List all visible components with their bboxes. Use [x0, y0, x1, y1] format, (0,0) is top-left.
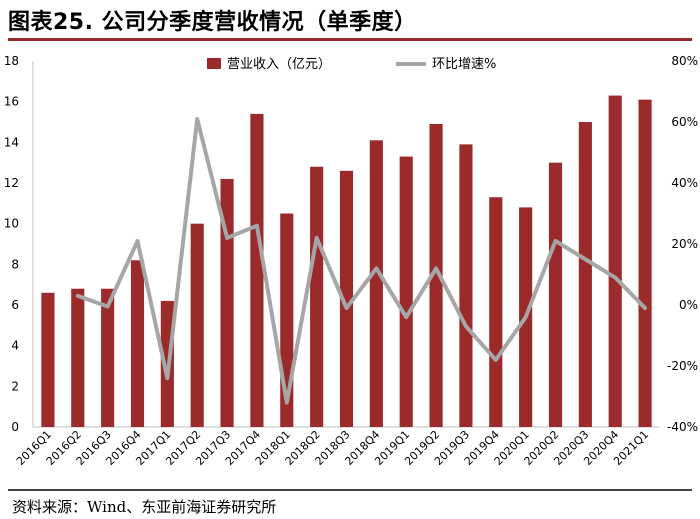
revenue-bar [41, 292, 55, 427]
revenue-bar [578, 122, 592, 427]
revenue-bar [608, 95, 622, 428]
revenue-bar [220, 178, 234, 427]
revenue-bar [71, 288, 85, 427]
quarterly-revenue-chart: 0 2 4 6 8 10 12 14 16 18 -40% -20% 0% 20% 40% 60% 80% 2… [4, 54, 698, 468]
revenue-bar [429, 124, 443, 428]
revenue-bar [130, 260, 145, 427]
left-tick-label: 14 [4, 135, 19, 149]
right-tick-label: 40% [671, 176, 698, 190]
revenue-bars [41, 95, 652, 428]
right-tick-label: 20% [671, 237, 698, 251]
title-rule [8, 38, 692, 41]
legend-bar-swatch [207, 58, 221, 69]
legend-bar-label: 营业收入（亿元） [227, 57, 331, 72]
revenue-bar [399, 156, 413, 428]
right-tick-label: -20% [667, 359, 698, 373]
left-tick-label: 4 [11, 339, 19, 353]
left-tick-label: 16 [4, 95, 19, 109]
growth-series-line [75, 116, 648, 405]
revenue-bar [548, 162, 563, 427]
source-note: 资料来源：Wind、东亚前海证券研究所 [12, 498, 277, 516]
revenue-bar [489, 197, 503, 427]
revenue-bar [638, 99, 652, 427]
left-tick-label: 6 [11, 298, 19, 312]
revenue-bar [250, 113, 264, 427]
legend: 营业收入（亿元） 环比增速% [207, 57, 496, 72]
right-tick-label: 80% [671, 54, 698, 68]
revenue-bar [339, 170, 354, 428]
x-axis-labels: 2016Q12016Q22016Q32016Q42017Q12017Q22017… [14, 428, 651, 468]
source-rule [8, 489, 692, 491]
right-tick-label: 60% [671, 115, 698, 129]
left-tick-label: 2 [11, 379, 19, 393]
revenue-bar [101, 288, 115, 427]
revenue-bar [369, 140, 383, 428]
page-title: 图表25. 公司分季度营收情况（单季度） [8, 10, 417, 35]
left-tick-label: 12 [4, 176, 19, 190]
growth-line [75, 116, 648, 405]
legend-line-label: 环比增速% [432, 57, 496, 72]
left-tick-label: 8 [11, 257, 19, 271]
left-tick-label: 18 [4, 54, 19, 68]
revenue-bar [190, 223, 204, 427]
right-tick-label: 0% [679, 298, 698, 312]
left-tick-label: 10 [4, 217, 19, 231]
revenue-bar [459, 144, 473, 427]
right-tick-label: -40% [667, 420, 698, 434]
left-tick-label: 0 [11, 420, 19, 434]
revenue-bar [310, 166, 324, 427]
right-axis: -40% -20% 0% 20% 40% 60% 80% [667, 54, 698, 434]
